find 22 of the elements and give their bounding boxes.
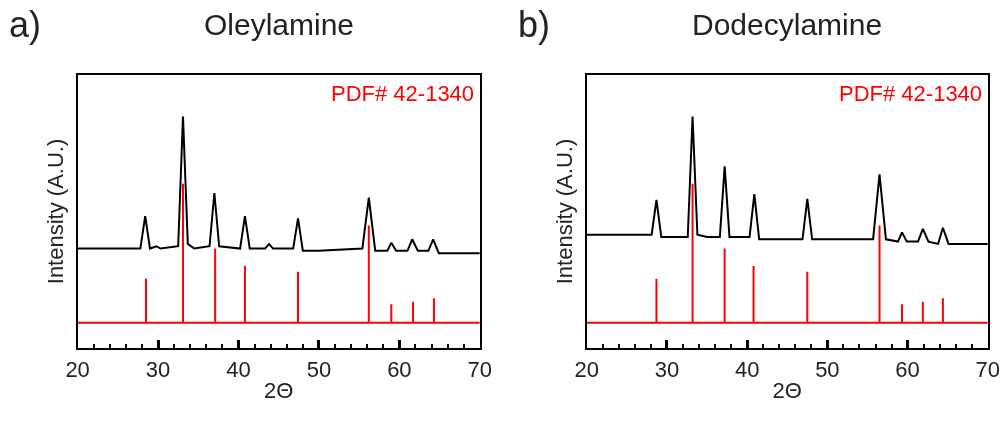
x-tick-label: 50	[306, 356, 332, 382]
x-tick-label: 30	[654, 356, 680, 382]
x-tick-label: 20	[65, 356, 90, 382]
x-tick-label: 60	[895, 356, 920, 382]
x-tick-label: 50	[815, 356, 840, 382]
text: PDF# 42-1340	[839, 81, 983, 106]
x-tick-label: 60	[387, 356, 412, 382]
chart-title: Dodecylamine	[692, 8, 883, 41]
x-tick-label: 20	[574, 356, 599, 382]
y-axis-title: Intensity (A.U.)	[42, 138, 68, 285]
x-tick-label: 70	[467, 356, 493, 382]
x-tick-label: 70	[975, 356, 1001, 382]
x-tick-label: 40	[226, 356, 251, 382]
chart-title: Oleylamine	[204, 8, 355, 41]
text: b)	[518, 4, 551, 45]
x-tick-label: 30	[145, 356, 171, 382]
x-axis-title: 2Θ	[264, 377, 294, 403]
y-axis-title: Intensity (A.U.)	[551, 138, 577, 285]
text: a)	[9, 4, 42, 45]
text: PDF# 42-1340	[331, 81, 475, 106]
x-axis-title: 2Θ	[772, 377, 802, 403]
x-tick-label: 40	[734, 356, 760, 382]
